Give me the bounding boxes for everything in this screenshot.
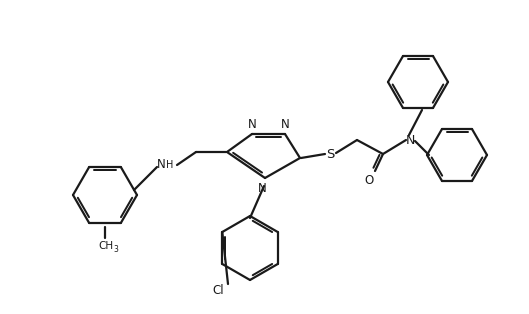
Text: N: N [405, 133, 415, 147]
Text: N: N [258, 181, 267, 194]
Text: S: S [326, 148, 334, 160]
Text: Cl: Cl [212, 284, 224, 296]
Text: CH: CH [98, 241, 114, 251]
Text: 3: 3 [114, 245, 118, 253]
Text: N: N [248, 118, 257, 132]
Text: O: O [364, 175, 373, 187]
Text: N: N [280, 118, 289, 132]
Text: N: N [157, 158, 166, 171]
Text: H: H [166, 160, 174, 170]
